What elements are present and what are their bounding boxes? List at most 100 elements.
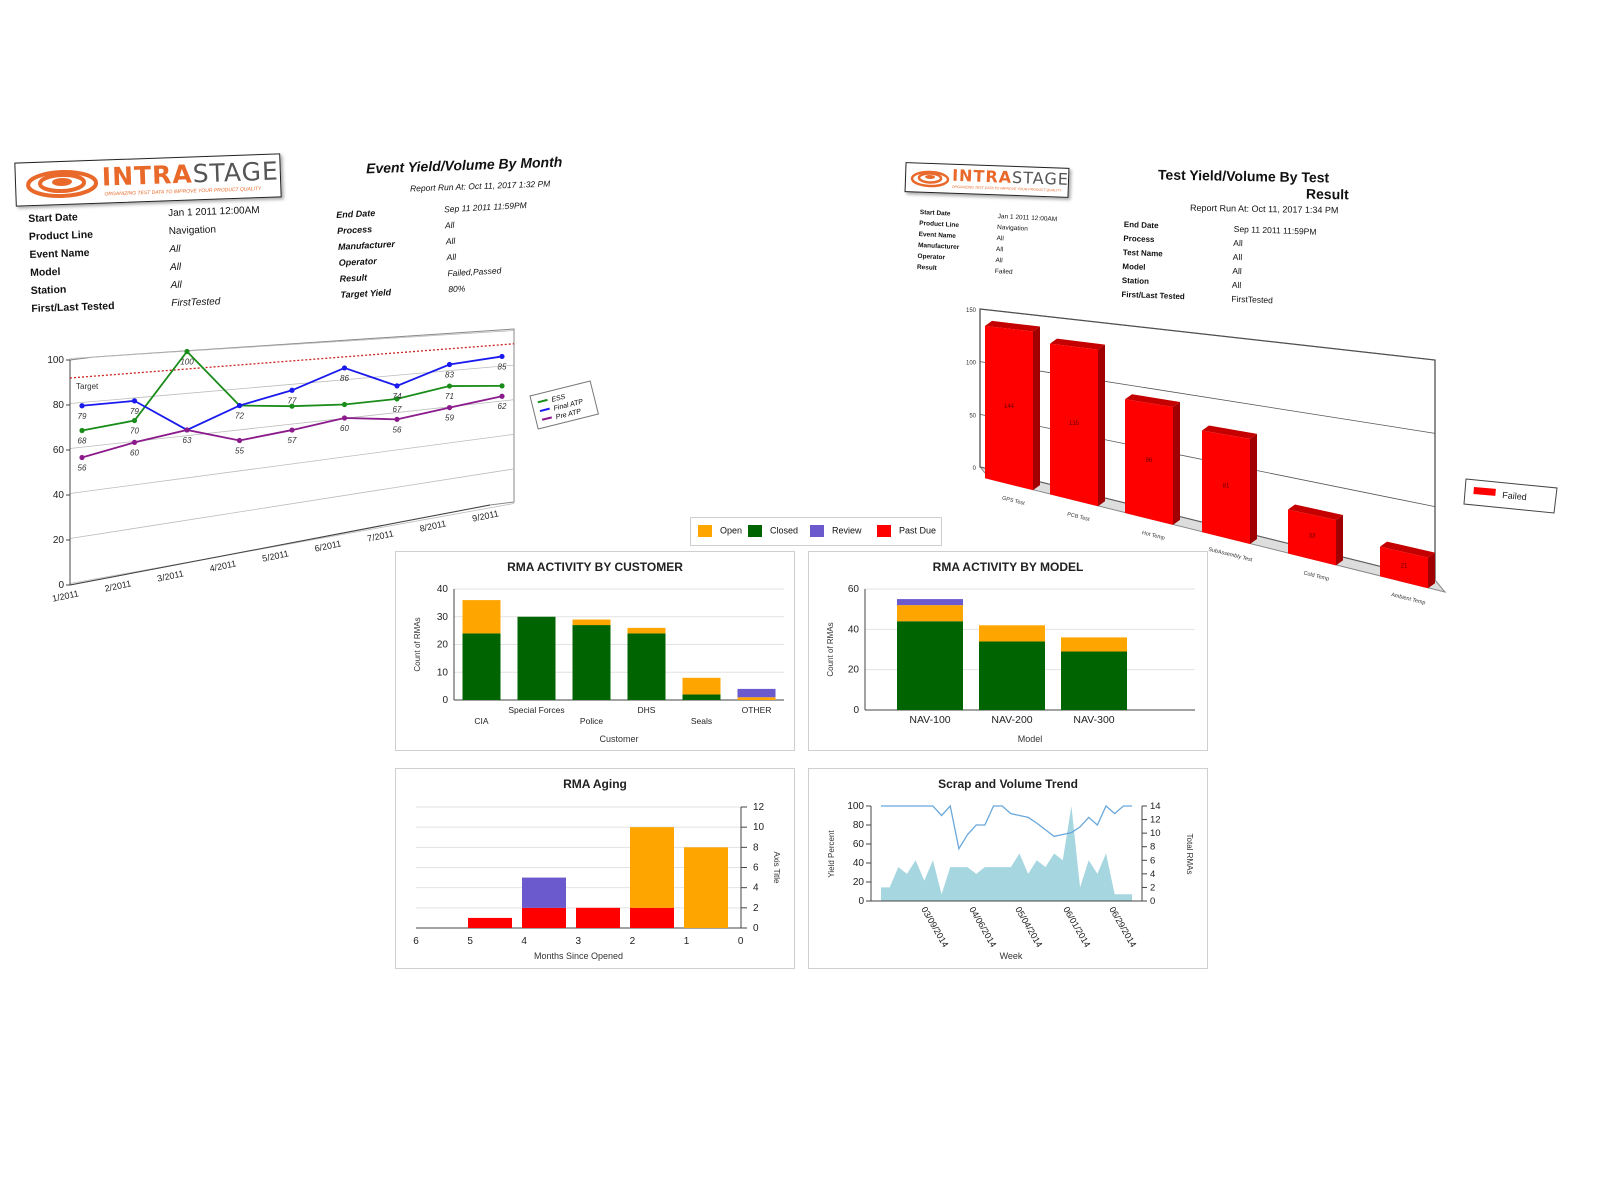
y-tick-label: 6	[753, 863, 759, 874]
x-tick-label: 1/2011	[51, 588, 79, 603]
data-point	[184, 348, 190, 355]
legend-review-label: Review	[832, 525, 862, 536]
bar-closed	[682, 694, 721, 700]
bar-open	[630, 827, 674, 908]
y-tick-label: 0	[858, 896, 864, 907]
rma-by-model-chart: 0 20 40 60 NAV-100 NAV-200 NAV-300 Model Count o…	[826, 584, 1195, 744]
y-tick-label: 20	[848, 665, 860, 676]
x-tick-label: 6	[413, 936, 419, 947]
bar	[1288, 509, 1336, 566]
param-label: Product Line	[919, 219, 960, 230]
bar-open	[684, 847, 728, 928]
legend-past-due: Past Due	[877, 525, 936, 537]
x-tick-label: 7/2011	[366, 528, 394, 543]
y-tick-label: 20	[437, 640, 449, 651]
data-label: 86	[340, 374, 349, 383]
logo-brand-a: INTRA	[101, 159, 194, 192]
data-label: 59	[445, 414, 454, 423]
data-label: 83	[445, 371, 454, 380]
bar	[1125, 399, 1173, 525]
param-value: All	[169, 261, 182, 274]
y2-tick-label: 12	[1150, 815, 1161, 826]
legend-past-due-swatch	[877, 525, 891, 537]
data-label: 67	[393, 405, 402, 414]
bar-side	[1250, 433, 1257, 545]
param-value: Failed	[994, 268, 1013, 276]
y-tick-label: 10	[753, 822, 765, 833]
bar-top	[985, 320, 1040, 332]
param-label: Model	[29, 265, 61, 279]
y-tick-label: 0	[58, 580, 64, 591]
x-tick-label: 8/2011	[419, 518, 447, 533]
rma-by-customer-panel: RMA ACTIVITY BY CUSTOMER 0 10 20 30 40 CIA Spe…	[395, 551, 795, 751]
data-label: 71	[445, 392, 454, 401]
gridline	[69, 364, 515, 404]
yield-line	[881, 804, 1132, 851]
y-tick-label: 60	[853, 839, 865, 850]
data-label: 74	[393, 392, 402, 401]
y2-tick-label: 14	[1150, 801, 1161, 812]
data-label: 79	[130, 407, 139, 416]
bar-side	[1098, 344, 1105, 507]
intrastage-logo: INTRASTAGE ORGANIZING TEST DATA TO IMPRO…	[904, 162, 1070, 198]
x-tick-label: 0	[738, 936, 744, 947]
y-axis-title: Axis Title	[772, 851, 781, 884]
x-tick-label: 4	[521, 936, 527, 947]
rma-by-model-panel: RMA ACTIVITY BY MODEL 0 20 40 60 NAV-100 NAV-…	[808, 551, 1208, 751]
bar-top	[1125, 394, 1180, 407]
gridline	[69, 468, 515, 539]
rma-area	[881, 806, 1132, 901]
y-tick-label: 100	[966, 361, 977, 367]
param-value: All	[446, 251, 457, 263]
x-axis-title: Customer	[599, 734, 638, 744]
legend-closed-swatch	[748, 525, 762, 537]
data-point	[131, 398, 138, 404]
x-tick-label: 04/06/2014	[967, 905, 998, 949]
bar-open	[627, 627, 666, 634]
data-label: 68	[78, 437, 87, 446]
param-label: Start Date	[919, 209, 951, 218]
x-tick-label: 6/2011	[314, 538, 342, 553]
x-tick-label: Cold Temp	[1303, 570, 1330, 582]
data-point	[289, 427, 295, 433]
data-label: 72	[235, 412, 244, 421]
legend-swatch	[539, 407, 550, 413]
y2-tick-label: 8	[1150, 842, 1155, 853]
data-point	[236, 402, 243, 409]
x-tick-label: 05/04/2014	[1013, 905, 1044, 949]
param-value: All	[996, 235, 1004, 243]
target-logo-icon	[26, 169, 99, 199]
report-run-at: Report Run At: Oct 11, 2017 1:34 PM	[1189, 202, 1339, 216]
data-label: 56	[393, 425, 402, 434]
param-label: Event Name	[918, 230, 957, 240]
x-tick-label: PCB Test	[1066, 512, 1090, 523]
legend-open: Open	[698, 525, 742, 537]
param-value: All	[169, 243, 181, 256]
target-logo-icon	[910, 170, 950, 188]
data-label: 56	[78, 464, 87, 473]
bar-open	[462, 600, 501, 634]
report-title-line2: Result	[1305, 185, 1349, 203]
chart-title: RMA Aging	[563, 777, 627, 791]
data-point	[499, 393, 505, 399]
param-value: All	[444, 219, 455, 231]
x-tick-label: CIA	[474, 716, 489, 726]
param-value: Sep 11 2011 11:59PM	[1233, 223, 1317, 237]
chart-title: RMA ACTIVITY BY MODEL	[932, 560, 1084, 574]
param-label: Test Name	[1122, 247, 1163, 259]
x-tick-label: 4/2011	[209, 558, 237, 573]
param-label: Station	[30, 283, 67, 297]
logo-brand-b: STAGE	[192, 156, 280, 189]
bar-past-due	[468, 917, 512, 928]
data-point	[236, 437, 243, 444]
y-tick-label: 40	[853, 858, 865, 869]
param-label: Event Name	[29, 246, 90, 261]
bar	[985, 325, 1033, 491]
y-axis-title: Yield Percent	[827, 830, 836, 878]
y-tick-label: 2	[753, 903, 759, 914]
param-label: Station	[1121, 275, 1150, 286]
param-label: End Date	[1123, 220, 1159, 231]
bar	[1050, 343, 1098, 507]
param-label: Product Line	[28, 228, 94, 243]
